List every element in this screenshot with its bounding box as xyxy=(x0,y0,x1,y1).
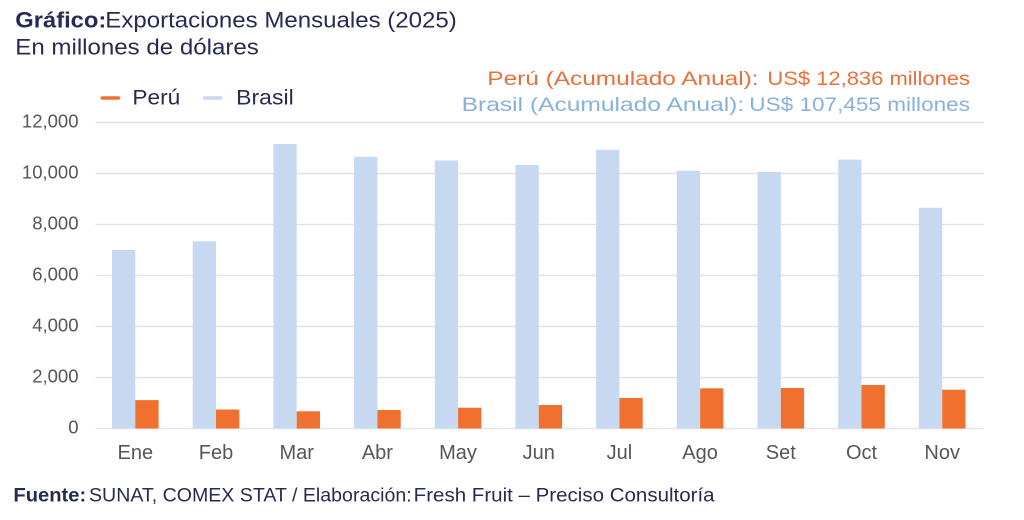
svg-text:May: May xyxy=(439,442,477,464)
svg-text:Abr: Abr xyxy=(362,442,393,464)
svg-text:Jun: Jun xyxy=(523,442,555,464)
svg-text:Exportaciones Mensuales (2025): Exportaciones Mensuales (2025) xyxy=(105,7,457,32)
svg-text:Perú (Acumulado Anual):: Perú (Acumulado Anual): xyxy=(487,68,758,90)
svg-text:Perú: Perú xyxy=(132,86,180,109)
svg-text:6,000: 6,000 xyxy=(32,263,78,284)
svg-text:SUNAT, COMEX STAT / Elaboració: SUNAT, COMEX STAT / Elaboración: xyxy=(89,485,412,506)
svg-text:Oct: Oct xyxy=(846,442,878,464)
svg-text:Feb: Feb xyxy=(199,442,233,464)
svg-text:US$ 12,836 millones: US$ 12,836 millones xyxy=(767,68,970,90)
svg-text:Gráfico:: Gráfico: xyxy=(15,7,106,32)
svg-text:Set: Set xyxy=(766,442,796,464)
svg-text:0: 0 xyxy=(68,416,78,437)
svg-text:4,000: 4,000 xyxy=(32,314,78,335)
svg-text:12,000: 12,000 xyxy=(22,110,79,131)
svg-text:10,000: 10,000 xyxy=(22,161,79,182)
svg-text:Ago: Ago xyxy=(682,442,718,464)
svg-text:Brasil (Acumulado Anual):: Brasil (Acumulado Anual): xyxy=(462,94,745,116)
svg-text:Ene: Ene xyxy=(118,442,154,464)
svg-text:Fuente:: Fuente: xyxy=(13,485,86,506)
svg-text:Nov: Nov xyxy=(924,442,960,464)
svg-text:En millones de dólares: En millones de dólares xyxy=(15,34,258,59)
svg-text:Brasil: Brasil xyxy=(236,86,293,109)
svg-text:Jul: Jul xyxy=(607,442,633,464)
svg-text:Mar: Mar xyxy=(279,442,314,464)
svg-text:Fresh Fruit – Preciso Consulto: Fresh Fruit – Preciso Consultoría xyxy=(414,485,715,506)
svg-text:2,000: 2,000 xyxy=(32,365,78,386)
svg-text:8,000: 8,000 xyxy=(32,212,78,233)
svg-text:US$ 107,455 millones: US$ 107,455 millones xyxy=(749,94,970,116)
